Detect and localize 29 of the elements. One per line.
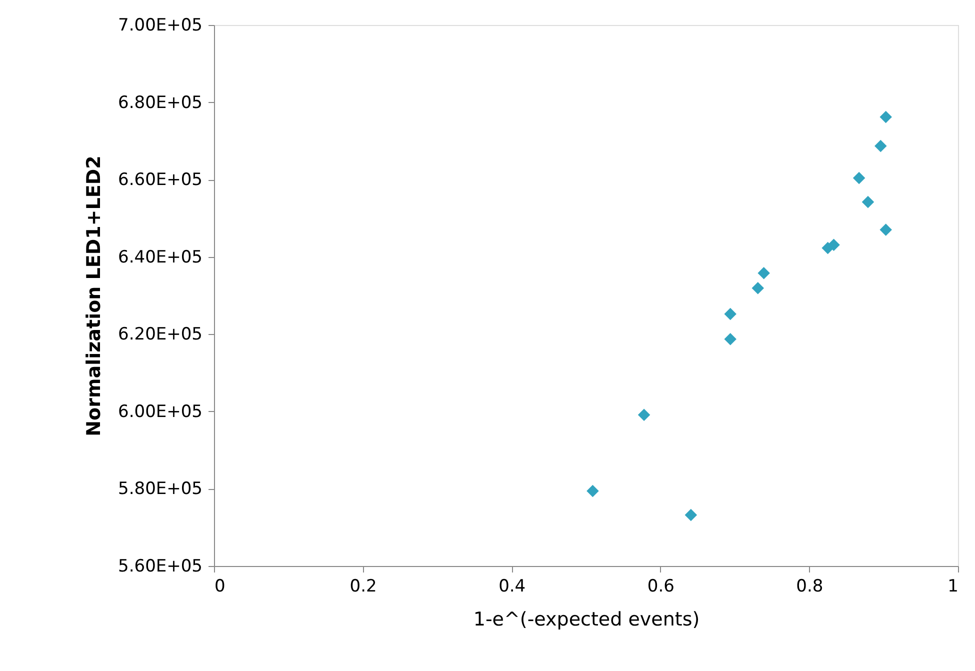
point <box>586 484 599 498</box>
x-tick-label: 0.4 <box>498 576 526 596</box>
point <box>724 308 736 320</box>
point <box>880 224 892 236</box>
x-tick-label: 0 <box>214 576 226 596</box>
point <box>880 110 892 124</box>
x-tick-label: 0.8 <box>796 576 824 596</box>
y-tick-label: 7.00E+05 <box>118 16 202 36</box>
point <box>638 408 650 422</box>
point <box>828 238 840 251</box>
point <box>758 266 770 280</box>
y-tick-label: 6.20E+05 <box>118 324 202 345</box>
y-axis-title: Normalization LED1+LED2 <box>83 156 106 436</box>
y-tick-label: 6.00E+05 <box>118 402 202 422</box>
point <box>874 140 887 152</box>
y-tick-label: 5.80E+05 <box>118 479 202 500</box>
y-tick-label: 6.40E+05 <box>118 247 202 268</box>
point <box>852 172 866 184</box>
point <box>752 282 764 294</box>
y-tick-label: 6.60E+05 <box>118 170 202 190</box>
x-tick-label: 1 <box>948 576 958 596</box>
x-tick-label: 0.6 <box>647 576 674 596</box>
x-axis-title: 1-e^(-expected events) <box>473 608 700 630</box>
y-tick-label: 6.80E+05 <box>118 92 202 113</box>
x-tick-label: 0.2 <box>350 576 377 596</box>
point <box>684 508 698 522</box>
point <box>724 333 736 346</box>
y-tick-label: 5.60E+05 <box>118 556 202 576</box>
point <box>862 196 874 208</box>
